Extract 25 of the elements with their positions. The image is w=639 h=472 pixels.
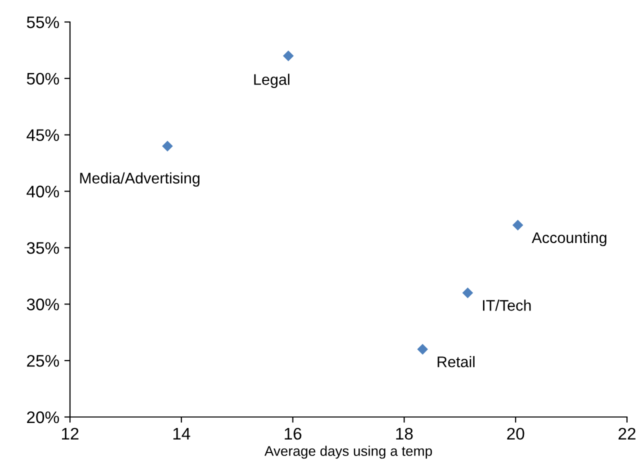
y-tick-label: 55%	[26, 16, 59, 28]
y-tick-label: 25%	[27, 354, 59, 367]
y-tick-label: 30%	[26, 298, 59, 310]
y-tick-label: 35%	[26, 242, 59, 254]
point	[417, 344, 428, 354]
x-tick-label: 14	[173, 428, 190, 440]
y-tick-label: 20%	[27, 411, 59, 424]
y-tick-label: 50%	[26, 72, 59, 85]
point	[512, 220, 523, 230]
x-tick-label: 22	[618, 428, 636, 440]
x-tick-label: 16	[284, 428, 302, 440]
y-tick-label: 45%	[26, 129, 59, 142]
x-tick-label: 20	[507, 428, 524, 440]
y-tick-label: 40%	[26, 186, 59, 198]
x-axis-title: Average days using a temp	[264, 446, 432, 459]
annotation: Accounting	[532, 232, 606, 246]
point	[283, 50, 294, 61]
annotation: Media/Advertising	[80, 172, 200, 187]
point	[162, 141, 173, 152]
point	[462, 288, 473, 298]
x-tick-label: 18	[396, 428, 413, 440]
annotation: IT/Tech	[483, 300, 531, 311]
x-tick-label: 12	[62, 428, 78, 440]
annotation: Retail	[438, 356, 475, 368]
annotation: Legal	[254, 74, 290, 88]
